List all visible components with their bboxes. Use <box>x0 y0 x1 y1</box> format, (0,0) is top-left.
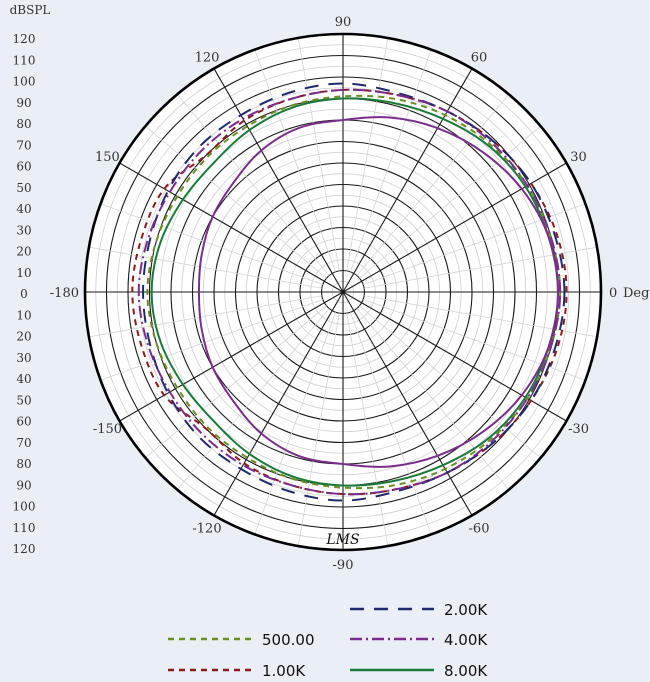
legend-item: 4.00K <box>350 631 488 649</box>
grid-spoke-minor <box>297 313 340 547</box>
grid-spoke-minor <box>356 94 510 276</box>
radial-tick-label: 90 <box>16 478 31 492</box>
polar-curves <box>131 82 568 502</box>
grid-spoke-minor <box>176 308 330 490</box>
radial-tick-label: 70 <box>16 436 31 450</box>
legend: 2.00K 500.00 4.00K 1.00K 8.00K <box>168 601 488 680</box>
grid-spoke-major <box>119 162 344 293</box>
angle-label: 0 <box>609 286 617 301</box>
radial-tick-label: 30 <box>16 351 31 365</box>
angle-label: -120 <box>192 522 221 537</box>
grid-spoke-major <box>342 162 567 293</box>
grid-spoke-minor <box>359 305 541 459</box>
angle-label: -150 <box>93 422 122 437</box>
radial-tick-label: 40 <box>16 372 31 386</box>
grid-spoke-minor <box>359 125 541 279</box>
radial-tick-label: 50 <box>16 393 31 407</box>
angle-label: -30 <box>568 422 589 437</box>
angle-label: 150 <box>95 150 120 165</box>
grid-spoke-minor <box>88 246 322 289</box>
radial-tick-label: 50 <box>16 181 31 195</box>
radial-tick-label: 110 <box>13 53 36 67</box>
grid-spoke-minor <box>100 203 323 286</box>
radial-tick-label: 20 <box>16 245 31 259</box>
grid-spoke-minor <box>145 305 327 459</box>
legend-item: 500.00 <box>168 631 315 649</box>
grid-spoke-minor <box>176 94 330 276</box>
grid-spoke-major <box>213 68 344 293</box>
grid-spoke-major <box>342 291 567 422</box>
radial-tick-label: 120 <box>13 542 36 556</box>
grid-spoke-minor <box>364 246 598 289</box>
grid-spoke-minor <box>349 49 432 272</box>
grid-spoke-minor <box>297 37 340 271</box>
radial-tick-label: 80 <box>16 457 31 471</box>
series-curve-0 <box>146 94 562 490</box>
radial-unit-label: dBSPL <box>10 3 51 17</box>
legend-label: 2.00K <box>444 601 488 619</box>
radial-tick-label: 80 <box>16 117 31 131</box>
angle-label: 60 <box>471 50 488 65</box>
legend-item: 8.00K <box>350 662 488 680</box>
radial-tick-label: 100 <box>13 500 36 514</box>
angle-label: 90 <box>335 15 352 30</box>
grid-spoke-minor <box>346 37 389 271</box>
radial-tick-label: 100 <box>13 75 36 89</box>
radial-tick-label: 90 <box>16 96 31 110</box>
series-curve-3 <box>137 88 562 496</box>
grid-spoke-minor <box>346 313 389 547</box>
grid-spoke-major <box>213 291 344 516</box>
radial-tick-label: 70 <box>16 138 31 152</box>
radial-tick-label: 60 <box>16 160 31 174</box>
radial-tick-label: 110 <box>13 521 36 535</box>
grid-spoke-minor <box>254 312 337 535</box>
grid-spoke-minor <box>254 49 337 272</box>
radial-tick-label: 0 <box>20 287 28 301</box>
radial-tick-label: 10 <box>16 308 31 322</box>
legend-label: 4.00K <box>444 631 488 649</box>
grid-spoke-minor <box>145 125 327 279</box>
grid-spoke-minor <box>100 298 323 381</box>
grid-spoke-major <box>342 291 473 516</box>
legend-item: 2.00K <box>350 601 488 619</box>
watermark-lms: LMS <box>325 532 359 548</box>
radial-tick-label: 120 <box>13 32 36 46</box>
grid-spoke-minor <box>356 308 510 490</box>
angle-labels: 0 30 60 90 120 150 -180 -150 -120 -90 -60 -30 Deg <box>50 15 650 573</box>
radial-tick-labels: 1201101009080706050403020100102030405060… <box>13 32 36 556</box>
outer-ring <box>83 32 603 552</box>
angle-unit-label: Deg <box>623 286 649 301</box>
legend-label: 1.00K <box>262 662 306 680</box>
grid-spoke-major <box>119 291 344 422</box>
angle-label: 30 <box>570 150 587 165</box>
angle-label: -90 <box>333 558 354 573</box>
radial-tick-label: 40 <box>16 202 31 216</box>
grid-spoke-minor <box>88 295 322 338</box>
radial-tick-label: 60 <box>16 415 31 429</box>
radial-tick-label: 30 <box>16 223 31 237</box>
series-curve-5 <box>197 116 559 468</box>
angle-label: 120 <box>195 50 220 65</box>
legend-label: 500.00 <box>262 631 315 649</box>
angle-label: -60 <box>469 522 490 537</box>
angle-label: -180 <box>50 286 79 301</box>
legend-label: 8.00K <box>444 662 488 680</box>
radial-tick-label: 20 <box>16 330 31 344</box>
series-curve-4 <box>150 97 559 487</box>
grid-spoke-major <box>342 68 473 293</box>
legend-item: 1.00K <box>168 662 306 680</box>
grid-spoke-minor <box>364 295 598 338</box>
radial-tick-label: 10 <box>16 266 31 280</box>
grid-spoke-minor <box>349 312 432 535</box>
